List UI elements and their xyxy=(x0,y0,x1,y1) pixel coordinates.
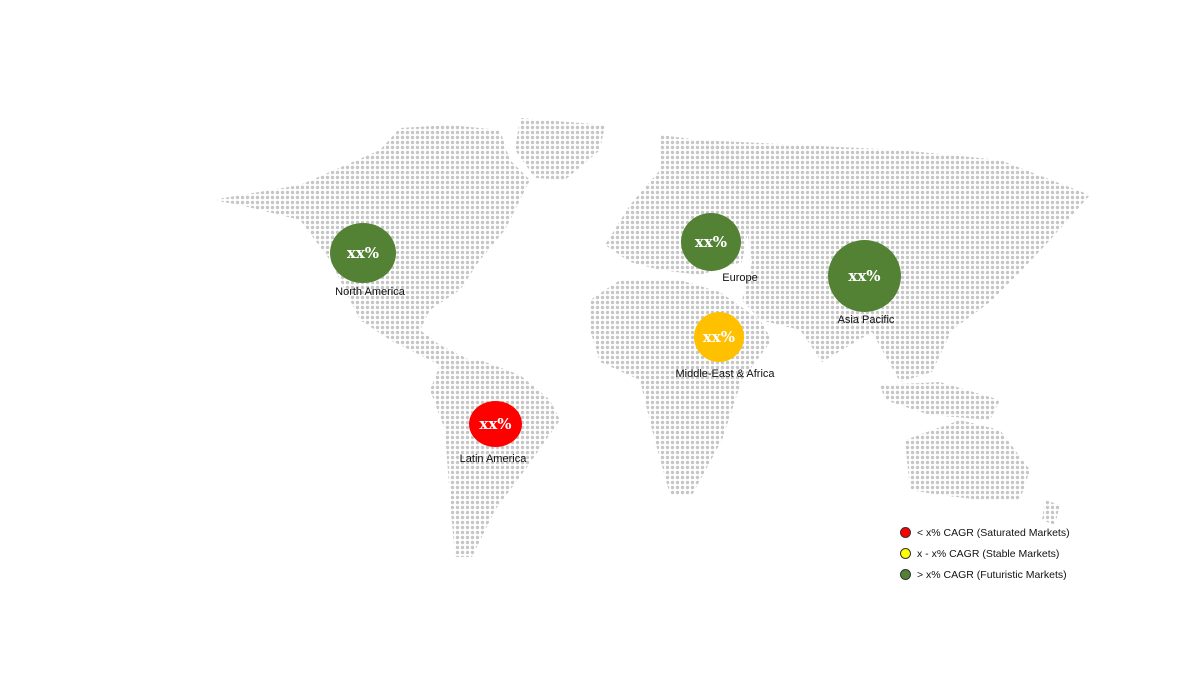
region-value: xx% xyxy=(848,267,881,285)
legend-swatch-green xyxy=(900,569,911,580)
landmass-se-asia xyxy=(880,382,1000,420)
landmass-south-america xyxy=(430,360,560,557)
bubble-europe[interactable]: xx% xyxy=(681,213,741,271)
landmass-greenland xyxy=(515,118,605,180)
label-latin-america: Latin America xyxy=(459,453,527,465)
bubble-asia-pacific[interactable]: xx% xyxy=(828,240,901,312)
bubble-middle-east-africa[interactable]: xx% xyxy=(694,312,744,362)
landmass-australia xyxy=(905,420,1030,500)
label-middle-east-africa: Middle-East & Africa xyxy=(675,368,775,380)
bubble-north-america[interactable]: xx% xyxy=(330,223,396,283)
region-value: xx% xyxy=(479,415,512,433)
legend-label: > x% CAGR (Futuristic Markets) xyxy=(917,568,1067,581)
legend-item-saturated: < x% CAGR (Saturated Markets) xyxy=(900,522,1070,543)
legend-label: < x% CAGR (Saturated Markets) xyxy=(917,526,1070,539)
legend-item-futuristic: > x% CAGR (Futuristic Markets) xyxy=(900,564,1070,585)
legend-swatch-yellow xyxy=(900,548,911,559)
label-north-america: North America xyxy=(335,286,405,298)
legend-swatch-red xyxy=(900,527,911,538)
region-value: xx% xyxy=(694,233,728,251)
bubble-latin-america[interactable]: xx% xyxy=(469,401,522,447)
landmass-africa xyxy=(590,280,772,495)
region-value: xx% xyxy=(346,244,380,262)
legend: < x% CAGR (Saturated Markets) x - x% CAG… xyxy=(900,522,1070,585)
landmass-new-zealand xyxy=(1042,500,1060,525)
legend-item-stable: x - x% CAGR (Stable Markets) xyxy=(900,543,1070,564)
legend-label: x - x% CAGR (Stable Markets) xyxy=(917,547,1060,560)
label-europe: Europe xyxy=(722,272,758,284)
label-asia-pacific: Asia Pacific xyxy=(837,314,895,326)
region-value: xx% xyxy=(702,328,736,346)
